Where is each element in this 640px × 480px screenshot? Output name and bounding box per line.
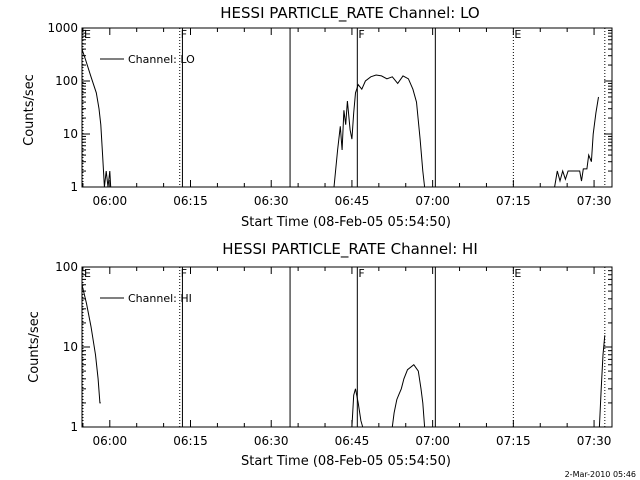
series-line-hi [82,285,101,403]
panel-hi: HESSI PARTICLE_RATE Channel: HI Counts/s… [27,240,612,469]
legend-label-lo: Channel: LO [128,53,195,66]
x-tick-label: 07:00 [415,194,450,208]
event-marker-label: E [514,267,521,280]
y-tick-label: 10 [63,340,78,354]
y-axis-label-hi: Counts/sec [27,311,42,383]
y-tick-label: 1000 [47,21,78,35]
x-tick-label: 06:15 [173,194,208,208]
x-tick-label: 06:15 [173,434,208,448]
x-tick-label: 06:30 [254,434,289,448]
plot-frame [82,267,612,427]
x-tick-label: 07:15 [496,434,531,448]
event-marker-label: E [514,28,521,41]
y-tick-label: 100 [55,74,78,88]
x-tick-label: 06:45 [335,194,370,208]
x-tick-label: 07:15 [496,194,531,208]
panel-lo: HESSI PARTICLE_RATE Channel: LO Counts/s… [22,4,612,230]
series-line-lo [334,75,425,187]
y-axis-label-lo: Counts/sec [22,74,37,146]
event-marker-label: F [358,267,364,280]
y-tick-label: 100 [55,260,78,274]
x-tick-label: 06:30 [254,194,289,208]
y-tick-label: 1 [70,180,78,194]
x-axis-label-lo: Start Time (08-Feb-05 05:54:50) [241,215,451,230]
x-tick-label: 06:45 [335,434,370,448]
series-line-hi [599,335,604,427]
event-marker-label: E [84,28,91,41]
x-tick-label: 07:00 [415,434,450,448]
event-marker-label: F [181,267,187,280]
y-tick-label: 10 [63,127,78,141]
chart-title-lo: HESSI PARTICLE_RATE Channel: LO [220,4,479,23]
series-line-lo [82,49,111,187]
x-tick-label: 07:30 [577,194,612,208]
event-marker-label: E [84,267,91,280]
event-marker-label: F [358,28,364,41]
chart-title-hi: HESSI PARTICLE_RATE Channel: HI [222,240,478,259]
y-tick-label: 1 [70,420,78,434]
x-tick-label: 06:00 [93,194,128,208]
event-marker-label: F [181,28,187,41]
series-line-hi [392,365,424,427]
x-axis-label-hi: Start Time (08-Feb-05 05:54:50) [241,454,451,469]
x-tick-label: 06:00 [93,434,128,448]
x-tick-label: 07:30 [577,434,612,448]
date-stamp: 2-Mar-2010 05:46 [565,470,636,479]
series-line-lo [555,97,599,187]
